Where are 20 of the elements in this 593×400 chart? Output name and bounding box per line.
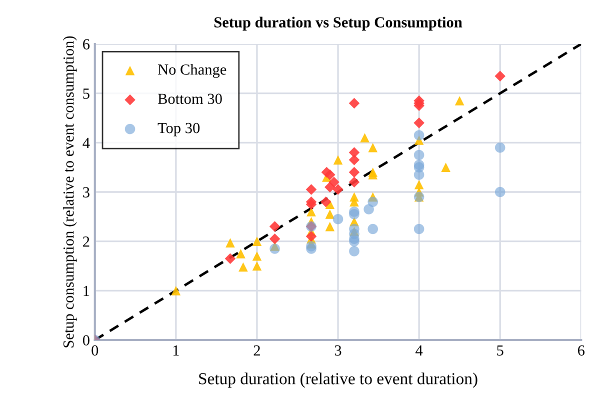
x-tick-label: 3 (334, 345, 342, 356)
y-axis-title: Setup consumption (relative to event consumption) (62, 36, 77, 348)
chart-title: Setup duration vs Setup Consumption (214, 16, 462, 31)
y-tick-label: 2 (83, 236, 90, 247)
x-tick-label: 1 (173, 345, 179, 356)
y-tick-label: 1 (84, 286, 90, 296)
legend-label: Top 30 (158, 122, 200, 136)
x-tick-label: 6 (578, 345, 585, 356)
y-tick-label: 4 (82, 138, 90, 148)
y-tick-label: 5 (83, 88, 90, 99)
y-tick-label: 3 (83, 187, 90, 198)
x-tick-label: 4 (416, 345, 423, 356)
x-tick-label: 5 (497, 345, 504, 356)
y-tick-label: 6 (83, 39, 90, 50)
x-tick-label: 2 (254, 345, 260, 356)
x-tick-label: 0 (92, 345, 98, 356)
y-tick-label: 0 (82, 335, 90, 346)
x-axis-title: Setup duration (relative to event duration) (199, 372, 478, 388)
legend-label: Bottom 30 (158, 94, 222, 104)
legend-label: No Change (158, 64, 226, 78)
